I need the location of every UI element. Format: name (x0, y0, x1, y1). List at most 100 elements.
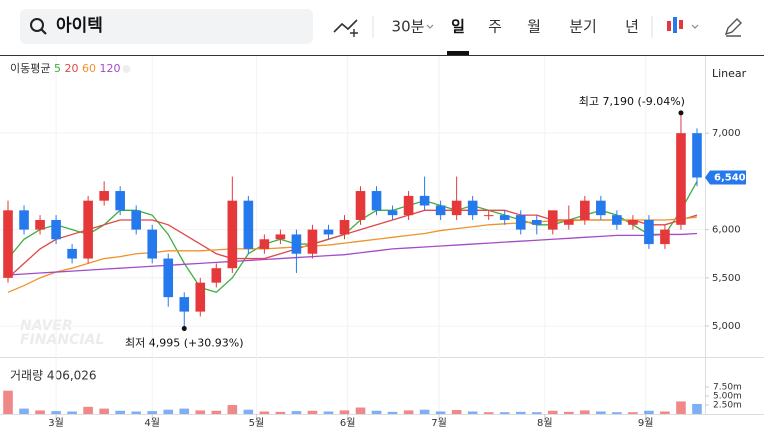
volume-bar (483, 412, 494, 414)
ma-legend: 이동평균 5 20 60 120 (10, 62, 120, 75)
candle-body (403, 195, 414, 216)
candle-body (243, 200, 254, 249)
candle-style-icon[interactable] (667, 17, 683, 33)
candle-body (628, 219, 638, 225)
x-tick-label: 4월 (144, 417, 160, 429)
y-tick-label: 5,500 (712, 273, 741, 284)
volume-bar (195, 410, 206, 414)
candle-body (307, 229, 318, 254)
x-tick-label: 7월 (431, 417, 447, 429)
draw-tool-icon[interactable] (724, 18, 742, 37)
ma-legend-entry: 60 (82, 62, 96, 75)
ma-legend-close[interactable] (122, 65, 131, 73)
volume-bar (467, 411, 478, 414)
search-icon-handle (40, 28, 47, 35)
volume-bar (692, 403, 702, 414)
candle-body (131, 210, 141, 230)
volume-bar (227, 405, 238, 414)
candle-body (644, 219, 654, 245)
volume-bar (435, 411, 446, 414)
volume-bar (131, 411, 141, 414)
volume-bar (628, 412, 638, 414)
x-tick-label: 5월 (249, 417, 265, 429)
volume-bar (451, 410, 462, 414)
x-tick-label: 9월 (638, 417, 654, 429)
ma-legend-entry: 120 (99, 62, 120, 75)
search-box[interactable] (20, 9, 313, 44)
volume-bar (259, 411, 270, 414)
volume-bar (51, 411, 61, 414)
candle-body (227, 200, 238, 269)
volume-bar (515, 411, 526, 414)
volume-bar (307, 410, 318, 414)
icon-candle (679, 20, 683, 29)
active-tab-underline (447, 51, 469, 55)
candle-body (499, 215, 510, 220)
volume-tick-label: 7.50m (713, 383, 742, 393)
x-tick-label: 6월 (340, 417, 356, 429)
volume-bar (3, 390, 13, 414)
candle-body (163, 258, 174, 298)
last-price-tag (705, 170, 746, 185)
last-price-label: 6,540 (714, 173, 746, 184)
candle-body (531, 219, 542, 225)
candle-body (419, 195, 430, 206)
volume-bar (291, 411, 302, 414)
candle-body (547, 210, 558, 230)
volume-bar (179, 408, 190, 414)
candle-body (67, 248, 77, 259)
y-tick-label: 7,000 (712, 128, 741, 139)
volume-bar (612, 412, 622, 414)
interval-tab[interactable]: 분기 (569, 18, 597, 36)
candle-body (564, 219, 574, 225)
candle-body (147, 229, 158, 259)
candle-body (692, 133, 702, 178)
volume-bar (419, 409, 430, 414)
candle-body (339, 219, 350, 235)
candle-body (51, 219, 61, 240)
ma-legend-entry: 20 (64, 62, 78, 75)
candle-body (3, 210, 13, 278)
interval-dropdown-icon[interactable] (426, 24, 434, 29)
scale-mode[interactable]: Linear (712, 67, 747, 80)
volume-bar (275, 411, 286, 414)
interval-tab[interactable]: 주 (488, 18, 502, 36)
candle-body (483, 215, 494, 217)
candle-body (387, 210, 398, 216)
interval-tab[interactable]: 월 (527, 18, 541, 36)
candle-body (83, 200, 93, 259)
candle-body (451, 200, 462, 216)
icon-candle (673, 17, 677, 33)
candle-body (259, 239, 270, 249)
low-marker (181, 326, 187, 332)
candle-body (371, 191, 382, 211)
volume-bar (115, 410, 125, 414)
volume-tick-label: 5.00m (713, 392, 742, 402)
search-text[interactable]: 아이텍 (56, 16, 103, 36)
volume-bar (644, 410, 654, 414)
candle-body (19, 210, 29, 230)
candle-body (179, 297, 190, 312)
low-label: 최저 4,995 (+30.93%) (125, 337, 243, 350)
candle-body (435, 205, 446, 216)
candle-body (515, 215, 526, 230)
interval-tab[interactable]: 년 (625, 18, 639, 36)
interval-tab[interactable]: 30분 (392, 18, 425, 36)
candle-style-dropdown[interactable] (691, 24, 699, 29)
volume-bar (564, 411, 574, 414)
interval-tab[interactable]: 일 (451, 18, 465, 36)
volume-bar (660, 411, 670, 414)
ma-legend-entry: 5 (54, 62, 61, 75)
y-tick-label: 5,000 (712, 321, 741, 332)
volume-bar (83, 406, 93, 414)
candle-body (612, 215, 622, 225)
volume-bar (596, 411, 606, 414)
volume-bar (547, 410, 558, 414)
volume-bar (67, 411, 77, 414)
volume-bar (403, 410, 414, 414)
candle-body (580, 200, 590, 220)
volume-bar (339, 410, 350, 414)
chart-type-icon[interactable] (333, 19, 358, 33)
volume-bar (580, 410, 590, 414)
